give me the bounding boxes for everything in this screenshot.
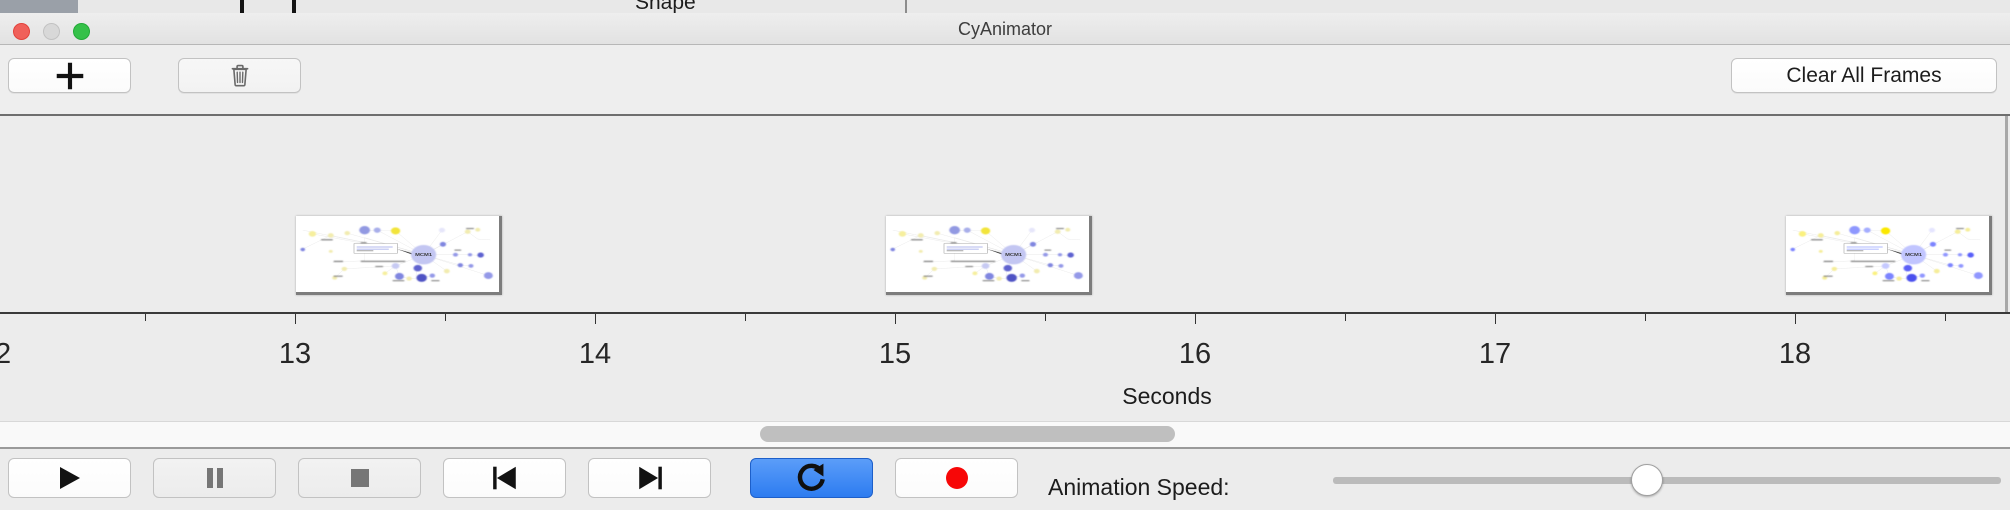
svg-text:MCM1: MCM1 bbox=[415, 252, 432, 257]
svg-text:MCM1: MCM1 bbox=[1905, 252, 1922, 257]
svg-text:MCM1: MCM1 bbox=[1005, 252, 1022, 257]
